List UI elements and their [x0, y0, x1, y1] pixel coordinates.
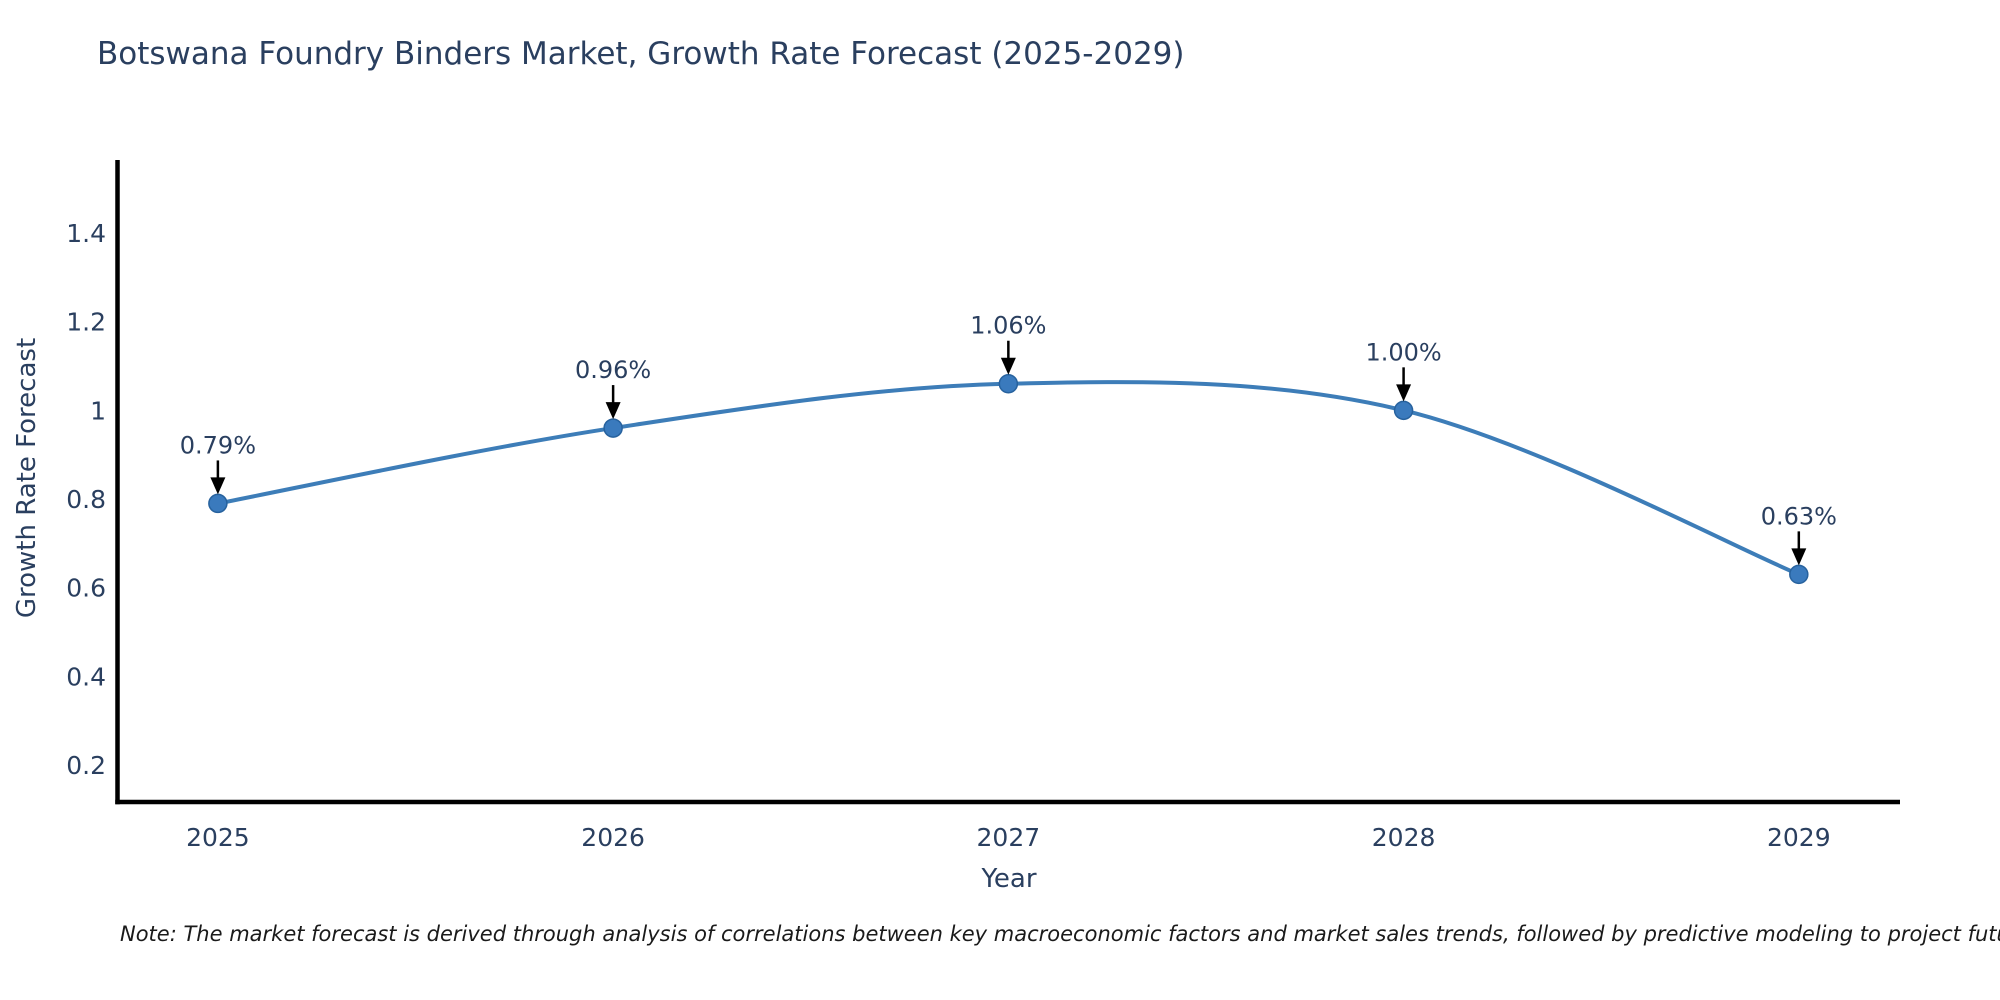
data-point-label: 1.00% — [1365, 338, 1441, 366]
y-tick-label: 0.2 — [66, 751, 106, 780]
series-line — [215, 380, 1801, 577]
data-point-marker[interactable] — [208, 493, 228, 514]
chart-title: Botswana Foundry Binders Market, Growth … — [97, 36, 1185, 72]
y-tick-label: 1.2 — [66, 308, 106, 337]
y-tick-label: 1.4 — [66, 219, 106, 248]
annotation-arrowhead — [210, 477, 226, 495]
data-point-label: 0.63% — [1761, 502, 1837, 530]
data-point-marker[interactable] — [1789, 564, 1809, 585]
annotation-arrowhead — [1791, 548, 1807, 566]
annotation-arrowhead — [605, 402, 621, 420]
y-tick-label: 0.6 — [66, 574, 106, 603]
footnote: Note: The market forecast is derived thr… — [120, 922, 2000, 946]
x-tick-label: 2025 — [186, 823, 250, 852]
annotation-arrowhead — [1000, 357, 1016, 375]
x-tick-label: 2029 — [1767, 823, 1831, 852]
data-point-label: 0.79% — [180, 431, 256, 459]
y-tick-label: 0.8 — [66, 485, 106, 514]
y-tick-label: 1 — [90, 396, 106, 425]
annotation-arrowhead — [1396, 384, 1412, 402]
x-tick-label: 2028 — [1372, 823, 1436, 852]
y-tick-label: 0.4 — [66, 662, 106, 691]
data-point-label: 1.06% — [970, 312, 1046, 340]
data-point-marker[interactable] — [1393, 400, 1414, 421]
data-point-label: 0.96% — [575, 356, 651, 384]
data-point-marker[interactable] — [603, 418, 623, 438]
x-axis-title: Year — [981, 864, 1037, 894]
x-tick-label: 2027 — [977, 823, 1041, 852]
data-point-marker[interactable] — [998, 373, 1019, 394]
x-tick-label: 2026 — [581, 823, 645, 852]
